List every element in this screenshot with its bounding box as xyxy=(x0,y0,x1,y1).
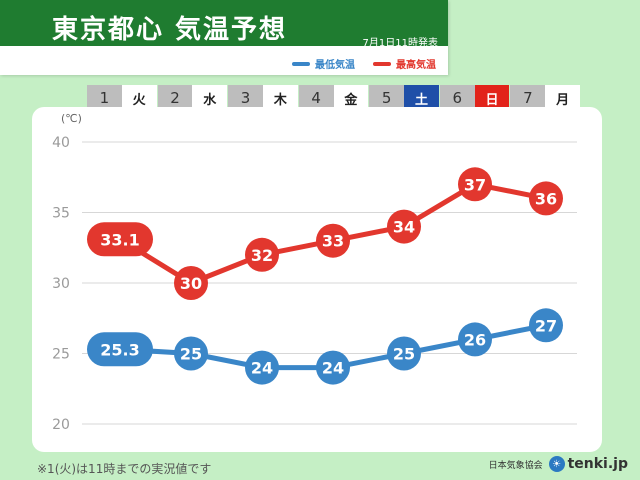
legend-swatch-min xyxy=(292,61,310,66)
day-cell: 4 金 xyxy=(298,85,369,111)
day-weekday: 月 xyxy=(545,85,581,111)
issued-time: 7月1日11時発表 xyxy=(362,38,438,49)
y-tick-label: 20 xyxy=(52,417,70,433)
day-number: 4 xyxy=(298,85,334,111)
data-point xyxy=(387,336,421,371)
y-tick-label: 25 xyxy=(52,347,70,363)
footnote: ※1(火)は11時までの実況値です xyxy=(37,462,212,476)
day-header-row: 1 火 2 水 3 木 4 金 5 土 6 日 7 月 xyxy=(87,85,581,111)
day-number: 1 xyxy=(87,85,122,111)
chart-card: (℃) 40 35 30 25 20 33.1 30 32 33 34 37 36 25.3 25 24 24 2… xyxy=(32,107,602,452)
data-point xyxy=(174,266,208,300)
y-tick-label: 30 xyxy=(52,276,70,292)
logo-text: tenki.jp xyxy=(567,456,628,472)
legend-swatch-max xyxy=(373,61,391,66)
day-number: 5 xyxy=(369,85,405,111)
data-label: 32 xyxy=(251,246,273,265)
day-weekday: 金 xyxy=(333,85,369,111)
header-card: 東京都心 気温予想 7月1日11時発表 最低気温 最高気温 xyxy=(0,0,448,75)
day-cell: 6 日 xyxy=(439,85,510,111)
data-point xyxy=(316,223,350,258)
day-weekday: 土 xyxy=(404,85,439,111)
data-point xyxy=(87,222,153,257)
data-label: 25.3 xyxy=(100,340,139,359)
credit-org: 日本気象協会 xyxy=(488,460,543,471)
day-cell: 5 土 xyxy=(369,85,439,111)
y-tick-label: 40 xyxy=(52,135,70,151)
tenki-logo: ☀ tenki.jp xyxy=(548,456,628,472)
data-label: 24 xyxy=(251,359,273,378)
data-point xyxy=(387,209,421,244)
data-label: 36 xyxy=(535,189,557,208)
page-title: 東京都心 気温予想 xyxy=(52,15,288,45)
day-number: 2 xyxy=(157,85,193,111)
day-weekday: 木 xyxy=(262,85,298,111)
data-point xyxy=(245,350,279,385)
y-tick-label: 35 xyxy=(52,206,70,222)
data-label: 33.1 xyxy=(100,230,139,249)
data-label: 37 xyxy=(464,175,486,194)
day-weekday: 水 xyxy=(192,85,228,111)
day-cell: 3 木 xyxy=(228,85,298,111)
day-number: 7 xyxy=(510,85,546,111)
data-label: 27 xyxy=(535,316,557,335)
temperature-chart: (℃) 40 35 30 25 20 33.1 30 32 33 34 37 36 25.3 25 24 24 2… xyxy=(52,112,577,433)
legend-label-max: 最高気温 xyxy=(396,60,436,71)
data-point xyxy=(458,322,492,357)
data-label: 25 xyxy=(393,345,415,364)
legend-item-max: 最高気温 xyxy=(373,56,436,71)
data-point xyxy=(529,181,563,216)
day-cell: 7 月 xyxy=(510,85,581,111)
legend-label-min: 最低気温 xyxy=(315,60,355,71)
data-point xyxy=(458,167,492,202)
data-point xyxy=(87,332,153,367)
data-label: 33 xyxy=(322,232,344,251)
day-cell: 1 火 xyxy=(87,85,157,111)
data-point xyxy=(174,336,208,371)
day-weekday: 日 xyxy=(474,85,510,111)
day-number: 3 xyxy=(228,85,263,111)
data-point xyxy=(245,237,279,272)
y-unit-label: (℃) xyxy=(61,112,82,125)
data-label: 24 xyxy=(322,359,344,378)
day-cell: 2 水 xyxy=(157,85,228,111)
title-bar: 東京都心 気温予想 7月1日11時発表 xyxy=(0,0,448,50)
data-label: 34 xyxy=(393,218,415,237)
legend: 最低気温 最高気温 xyxy=(292,56,436,71)
legend-item-min: 最低気温 xyxy=(292,56,355,71)
data-label: 26 xyxy=(464,330,486,349)
day-weekday: 火 xyxy=(121,85,157,111)
data-label: 25 xyxy=(180,345,202,364)
day-number: 6 xyxy=(439,85,475,111)
data-label: 30 xyxy=(180,274,202,293)
sun-icon: ☀ xyxy=(548,456,565,472)
data-point xyxy=(529,308,563,343)
credit: 日本気象協会 ☀ tenki.jp xyxy=(489,456,628,472)
data-point xyxy=(316,350,350,385)
